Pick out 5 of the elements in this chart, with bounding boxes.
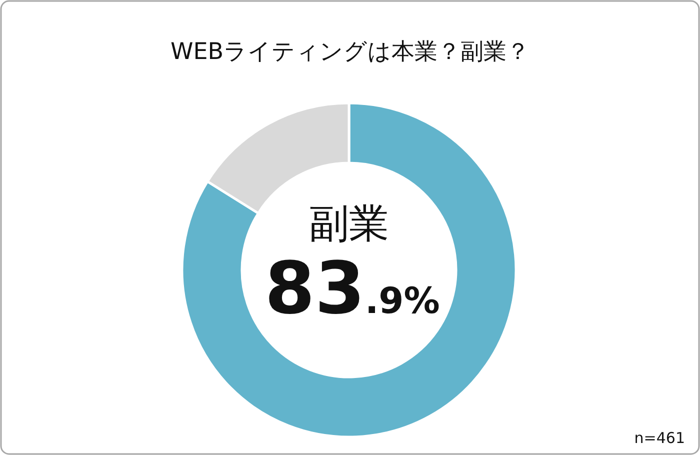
text: n=461 [634, 429, 685, 447]
chart-title: WEBライティングは本業？副業？ [170, 39, 530, 65]
slice-label: 副業 [309, 201, 389, 247]
donut-slice [180, 102, 518, 438]
data-label: 83.9% [264, 246, 440, 330]
